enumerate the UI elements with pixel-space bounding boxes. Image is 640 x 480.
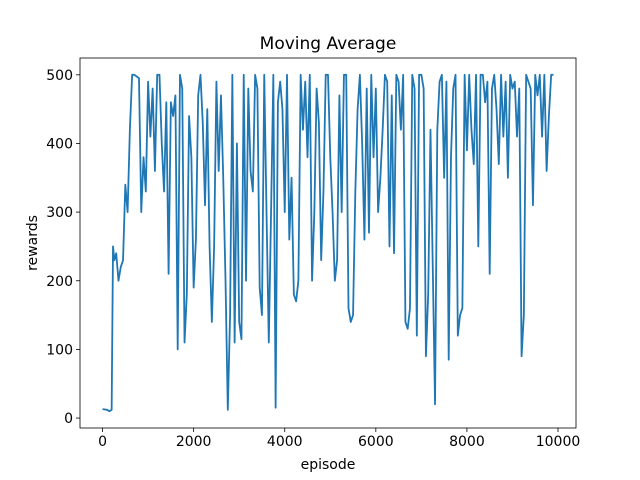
x-axis-label: episode <box>301 457 356 473</box>
x-tick-label: 8000 <box>449 434 485 450</box>
y-tick-label: 400 <box>46 136 73 152</box>
x-tick-label: 4000 <box>267 434 303 450</box>
data-line <box>102 73 554 413</box>
x-tick-label: 2000 <box>176 434 212 450</box>
y-axis-label: rewards <box>25 215 41 271</box>
x-tick-label: 6000 <box>358 434 394 450</box>
y-tick-label: 500 <box>46 68 73 84</box>
y-tick-label: 0 <box>64 411 73 427</box>
axes-frame <box>79 57 577 429</box>
y-tick-label: 200 <box>46 274 73 290</box>
y-tick-label: 100 <box>46 342 73 358</box>
y-tick-label: 300 <box>46 205 73 221</box>
chart-title: Moving Average <box>260 34 397 54</box>
x-tick-label: 10000 <box>536 434 581 450</box>
x-tick-label: 0 <box>98 434 107 450</box>
